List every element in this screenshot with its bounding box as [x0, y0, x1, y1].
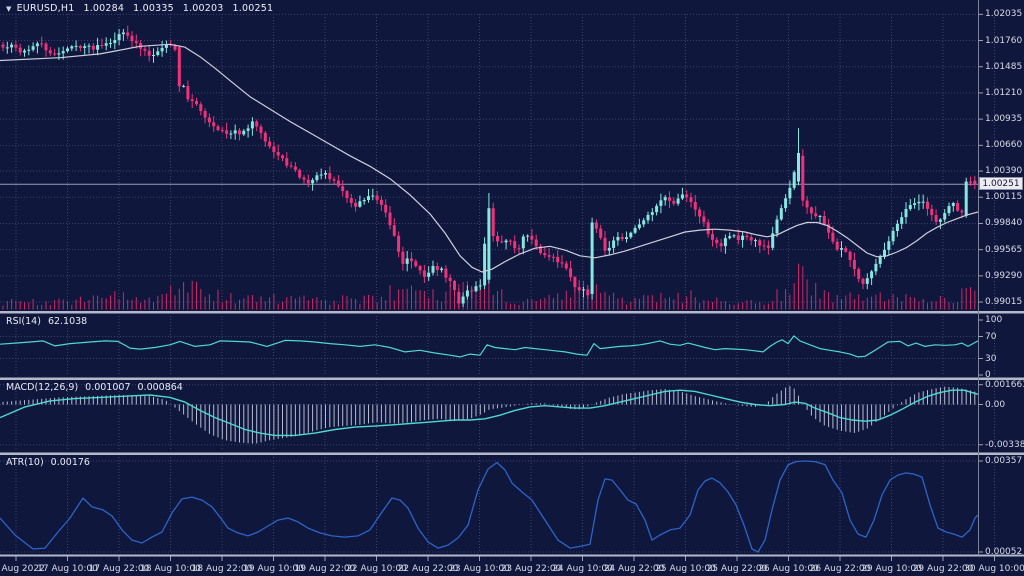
macd-indicator-label: MACD(12,26,9) 0.001007 0.000864	[6, 382, 190, 393]
macd-name: MACD(12,26,9)	[6, 382, 79, 393]
atr-indicator-label: ATR(10) 0.00176	[6, 457, 97, 468]
symbol-bar: ▼ EURUSD,H1 1.00284 1.00335 1.00203 1.00251	[6, 3, 282, 14]
rsi-value: 62.1038	[47, 316, 88, 327]
rsi-indicator-label: RSI(14) 62.1038	[6, 316, 94, 327]
symbol-timeframe: EURUSD,H1	[16, 3, 75, 14]
ohlc-high: 1.00335	[133, 3, 174, 14]
macd-signal-value: 0.000864	[137, 382, 183, 393]
current-price-tag: 1.00251	[979, 177, 1023, 190]
symbol-dropdown-icon[interactable]: ▼	[6, 5, 12, 13]
ohlc-open: 1.00284	[83, 3, 125, 14]
macd-main-value: 0.001007	[85, 382, 131, 393]
atr-value: 0.00176	[50, 457, 90, 468]
price-axis[interactable]	[978, 0, 1024, 555]
atr-name: ATR(10)	[6, 457, 44, 468]
rsi-name: RSI(14)	[6, 316, 41, 327]
time-axis[interactable]	[0, 556, 1024, 576]
ohlc-low: 1.00203	[182, 3, 224, 14]
ohlc-close: 1.00251	[232, 3, 274, 14]
